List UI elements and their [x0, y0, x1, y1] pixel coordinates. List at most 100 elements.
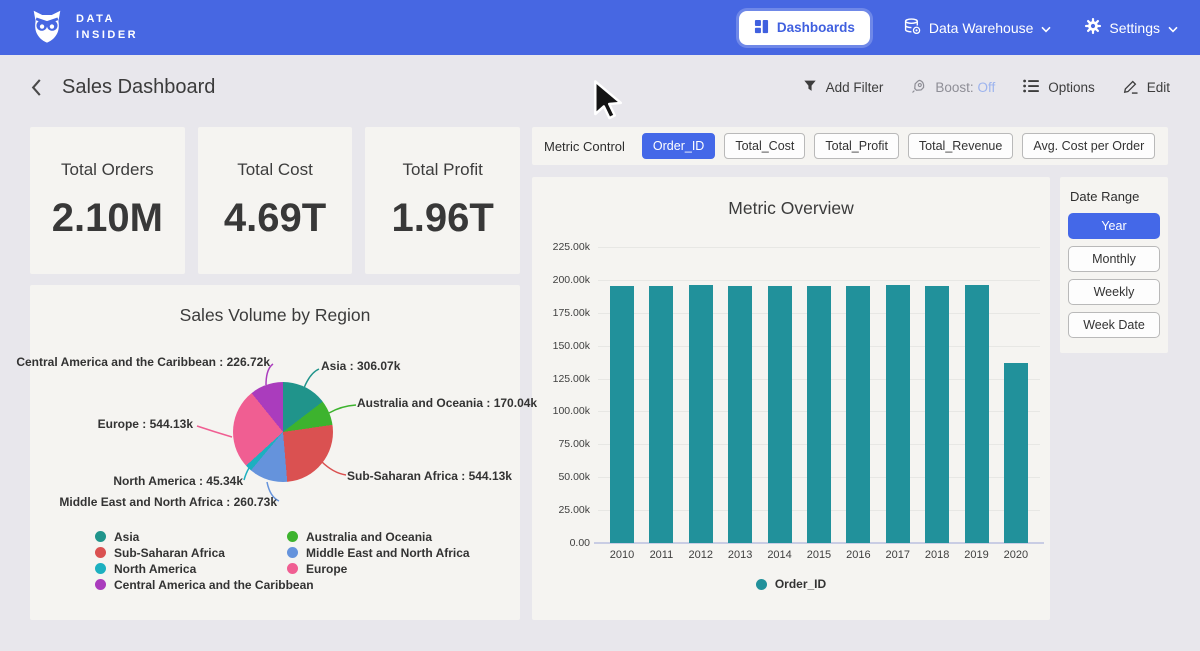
date-range-button-weekly[interactable]: Weekly	[1068, 279, 1160, 305]
pie-chart[interactable]	[233, 382, 333, 482]
bar-2013[interactable]	[728, 286, 753, 543]
bar-2018[interactable]	[925, 286, 950, 543]
legend-label: North America	[114, 561, 197, 576]
legend-label: Order_ID	[774, 577, 827, 591]
bar-slot	[918, 247, 956, 543]
legend-dot	[95, 579, 106, 590]
pie-label-north-america: North America : 45.34k	[113, 474, 243, 488]
back-button[interactable]	[30, 78, 42, 97]
list-icon	[1023, 79, 1040, 96]
legend-item-australia-and-oceania[interactable]: Australia and Oceania	[287, 529, 470, 544]
x-axis-tick: 2020	[1003, 549, 1029, 561]
x-axis-line	[594, 542, 1044, 544]
kpi-label: Total Cost	[237, 160, 313, 179]
bar-2017[interactable]	[885, 284, 910, 543]
legend-dot	[287, 547, 298, 558]
database-icon	[904, 17, 921, 38]
bar-slot	[761, 247, 799, 543]
gridline	[598, 279, 1040, 281]
date-range-buttons: Year Monthly Weekly Week Date	[1068, 213, 1160, 338]
metric-button-avg-cost-per-order[interactable]: Avg. Cost per Order	[1022, 133, 1156, 159]
x-axis-tick: 2012	[688, 549, 714, 561]
legend-dot	[287, 563, 298, 574]
legend-item-asia[interactable]: Asia	[95, 530, 314, 544]
pie-chart-title: Sales Volume by Region	[179, 305, 371, 325]
y-axis-tick: 100.00k	[552, 405, 590, 418]
kpi-value: 2.10M	[51, 196, 163, 240]
bar-2020[interactable]	[1003, 363, 1028, 543]
data-warehouse-menu[interactable]: Data Warehouse	[904, 17, 1052, 38]
bar-2010[interactable]	[610, 285, 634, 543]
boost-toggle[interactable]: Boost: Off	[911, 79, 995, 97]
kpi-label: Total Orders	[61, 160, 154, 179]
y-axis-tick: 75.00k	[558, 438, 590, 451]
legend-item-central-america-and-the-caribbean[interactable]: Central America and the Caribbean	[95, 578, 314, 592]
filter-funnel-icon	[803, 79, 817, 96]
y-axis-tick: 225.00k	[552, 241, 590, 253]
date-range-button-monthly[interactable]: Monthly	[1068, 246, 1160, 272]
top-navbar: DATA INSIDER Dashboards	[0, 0, 1200, 55]
kpi-value: 1.96T	[391, 196, 494, 240]
x-axis-tick: 2019	[964, 549, 989, 561]
y-axis-tick: 200.00k	[552, 273, 590, 286]
settings-label: Settings	[1109, 19, 1160, 36]
legend-dot	[287, 531, 298, 542]
metric-overview-card: Metric Overview 2010 2011 2012 2013 2014 2015…	[532, 177, 1050, 620]
metric-button-total-cost[interactable]: Total_Cost	[724, 133, 806, 159]
kpi-card-total-cost: Total Cost 4.69T	[197, 127, 353, 274]
x-axis-tick: 2017	[885, 549, 910, 561]
x-axis-tick: 2010	[609, 549, 635, 561]
pencil-icon	[1123, 79, 1138, 97]
brand[interactable]: DATA INSIDER	[28, 6, 138, 49]
add-filter-button[interactable]: Add Filter	[803, 79, 883, 96]
legend-dot	[95, 531, 106, 542]
legend-item-north-america[interactable]: North America	[95, 561, 314, 576]
bar-2015[interactable]	[806, 286, 831, 543]
metric-button-order-id[interactable]: Order_ID	[641, 133, 716, 159]
legend-label: Australia and Oceania	[306, 529, 433, 544]
pie-legend-column-2: Australia and Oceania Middle East and Nor…	[287, 529, 470, 576]
gridline	[598, 247, 1040, 248]
bar-2011[interactable]	[649, 285, 674, 543]
x-axis-tick: 2018	[924, 549, 950, 561]
metric-control-label: Metric Control	[544, 138, 625, 154]
legend-label: Middle East and North Africa	[306, 545, 470, 560]
dashboards-label: Dashboards	[776, 20, 855, 35]
bar-slot	[958, 247, 996, 543]
legend-item-middle-east-and-north-africa[interactable]: Middle East and North Africa	[287, 545, 470, 560]
bar-chart-title: Metric Overview	[728, 198, 854, 218]
kpi-value: 4.69T	[223, 196, 327, 240]
chevron-down-icon	[1168, 20, 1178, 36]
legend-label: Europe	[306, 561, 348, 576]
bar-slot	[721, 247, 759, 543]
brand-name: DATA INSIDER	[76, 12, 139, 41]
bar-2019[interactable]	[964, 285, 989, 543]
bar-slot	[603, 247, 641, 543]
dashboards-button[interactable]: Dashboards	[738, 10, 870, 45]
bar-slot	[682, 247, 720, 543]
date-range-button-week-date[interactable]: Week Date	[1068, 312, 1160, 338]
bar-2014[interactable]	[767, 285, 792, 543]
metric-button-total-profit[interactable]: Total_Profit	[814, 133, 899, 159]
settings-menu[interactable]: Settings	[1085, 18, 1178, 37]
bar-2016[interactable]	[846, 285, 871, 543]
sales-volume-card: Sales Volume by Region Asia : 306.07k Au…	[16, 285, 537, 620]
x-axis-tick: 2011	[649, 549, 674, 561]
page-title: Sales Dashboard	[62, 76, 216, 98]
pie-legend-column-1: Asia Sub-Saharan Africa North America Centr…	[95, 530, 314, 592]
bar-chart-legend[interactable]: Order_ID	[532, 577, 1050, 591]
owl-logo-icon	[28, 6, 66, 49]
legend-item-europe[interactable]: Europe	[287, 561, 470, 576]
chevron-down-icon	[1041, 20, 1051, 36]
metric-button-total-revenue[interactable]: Total_Revenue	[907, 133, 1014, 159]
legend-label: Sub-Saharan Africa	[114, 545, 225, 560]
legend-item-sub-saharan-africa[interactable]: Sub-Saharan Africa	[95, 545, 314, 560]
date-range-button-year[interactable]: Year	[1068, 213, 1160, 239]
edit-button[interactable]: Edit	[1123, 79, 1170, 97]
dashboards-grid-icon	[754, 19, 769, 37]
date-range-label: Date Range	[1070, 189, 1140, 204]
options-button[interactable]: Options	[1023, 79, 1095, 96]
bar-2012[interactable]	[688, 284, 713, 543]
kpi-card-total-profit: Total Profit 1.96T	[365, 127, 521, 274]
